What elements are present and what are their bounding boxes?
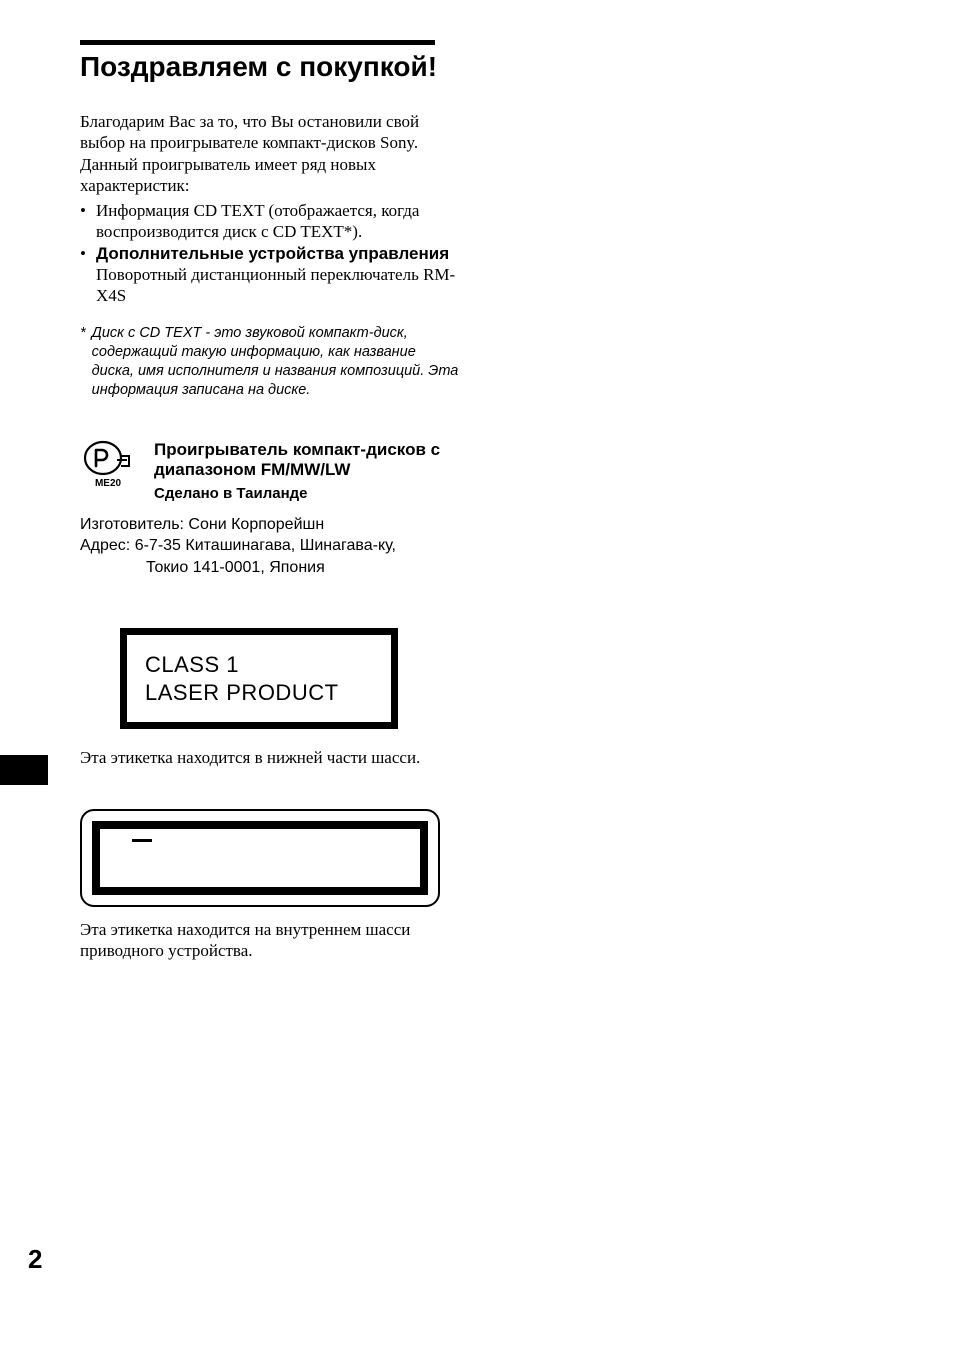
page-number: 2 [28, 1244, 42, 1275]
thumb-index-tab [0, 755, 48, 785]
pct-mark-icon [83, 440, 133, 476]
content-column: Поздравляем с покупкой! Благодарим Вас з… [80, 40, 460, 961]
feature-text: Информация CD TEXT (отображается, когда … [96, 201, 419, 241]
footnote-text: Диск с CD TEXT - это звуковой компакт-ди… [92, 324, 460, 399]
heading-rule [80, 40, 435, 45]
inner-chassis-label [80, 809, 440, 907]
feature-item: Информация CD TEXT (отображается, когда … [80, 200, 460, 243]
intro-paragraph: Благодарим Вас за то, что Вы остановили … [80, 111, 460, 196]
page-title: Поздравляем с покупкой! [80, 51, 460, 83]
made-in: Сделано в Таиланде [154, 485, 460, 502]
feature-subtext: Поворотный дистанционный переключатель R… [96, 264, 460, 307]
manufacturer-block: Изготовитель: Сони Корпорейшн Адрес: 6-7… [80, 514, 460, 579]
manufacturer-line: Изготовитель: Сони Корпорейшн [80, 514, 460, 536]
product-name: Проигрыватель компакт-дисков с диапазоно… [154, 440, 460, 481]
label-caption: Эта этикетка находится на внутреннем шас… [80, 919, 460, 962]
label-outer-border [80, 809, 440, 907]
label-dash-icon [132, 839, 152, 842]
certification-block: ME20 Проигрыватель компакт-дисков с диап… [80, 440, 460, 502]
manual-page: Поздравляем с покупкой! Благодарим Вас з… [0, 0, 954, 1355]
certification-code: ME20 [80, 478, 136, 489]
features-list: Информация CD TEXT (отображается, когда … [80, 200, 460, 306]
manufacturer-line: Токио 141-0001, Япония [80, 557, 460, 579]
manufacturer-line: Адрес: 6-7-35 Киташинагава, Шинагава-ку, [80, 535, 460, 557]
feature-heading: Дополнительные устройства управления [96, 244, 449, 263]
feature-item: Дополнительные устройства управления Пов… [80, 243, 460, 307]
label-inner-border [92, 821, 428, 895]
class1-line: LASER PRODUCT [145, 679, 373, 707]
class1-line: CLASS 1 [145, 651, 373, 679]
class1-laser-label: CLASS 1 LASER PRODUCT [120, 628, 398, 729]
certification-icon: ME20 [80, 440, 136, 489]
certification-text-block: Проигрыватель компакт-дисков с диапазоно… [154, 440, 460, 502]
footnote: * Диск с CD TEXT - это звуковой компакт-… [80, 324, 460, 399]
footnote-marker: * [80, 324, 86, 399]
label-caption: Эта этикетка находится в нижней части ша… [80, 747, 460, 768]
